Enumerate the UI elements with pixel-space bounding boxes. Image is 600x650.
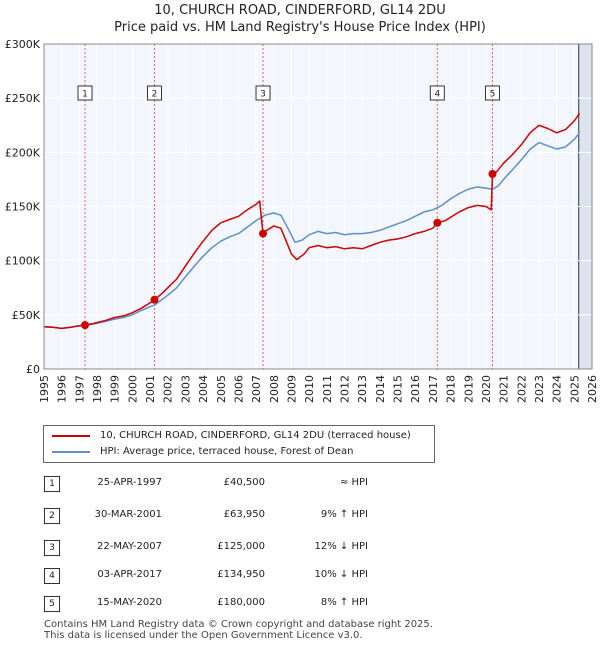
sale-date: 30-MAR-2001	[94, 509, 162, 520]
property-price-line	[43, 112, 581, 330]
x-tick-label: 2010	[303, 375, 316, 403]
x-tick-label: 2018	[445, 375, 458, 403]
y-tick-label: £200K	[5, 146, 41, 159]
x-tick-label: 2022	[515, 375, 528, 403]
hpi-line	[43, 132, 581, 330]
x-tick-label: 2008	[268, 375, 281, 403]
x-tick-label: 2012	[339, 375, 352, 403]
sale-row: 2 30-MAR-2001 £63,950 9% ↑ HPI	[0, 506, 600, 524]
y-tick-label: £0	[26, 363, 40, 376]
sale-number-badge: 4	[44, 568, 60, 584]
sale-row: 1 25-APR-1997 £40,500 ≈ HPI	[0, 474, 600, 492]
x-tick-label: 2000	[126, 375, 139, 403]
sale-price: £180,000	[217, 597, 265, 608]
y-tick-label: £100K	[5, 255, 41, 268]
y-tick-label: £150K	[5, 201, 41, 214]
sale-hpi-comparison: 9% ↑ HPI	[320, 509, 368, 520]
chart-title: 10, CHURCH ROAD, CINDERFORD, GL14 2DU	[154, 3, 446, 18]
sale-label-box	[77, 85, 93, 101]
footer-copyright: Contains HM Land Registry data © Crown c…	[44, 619, 433, 630]
sale-label-box	[255, 85, 271, 101]
x-tick-label: 2013	[356, 375, 369, 403]
sale-point	[81, 321, 90, 330]
sale-row: 3 22-MAY-2007 £125,000 12% ↓ HPI	[0, 538, 600, 556]
chart-legend: 10, CHURCH ROAD, CINDERFORD, GL14 2DU (t…	[43, 425, 435, 463]
sale-label-box	[484, 85, 500, 101]
legend-label-property: 10, CHURCH ROAD, CINDERFORD, GL14 2DU (t…	[100, 430, 411, 441]
sale-point	[488, 170, 497, 178]
x-tick-label: 2025	[568, 375, 581, 403]
x-tick-label: 2023	[533, 375, 546, 403]
sale-number-badge: 3	[44, 540, 60, 556]
x-tick-label: 1998	[91, 375, 104, 403]
footer-attribution: Contains HM Land Registry data © Crown c…	[44, 619, 433, 641]
y-tick-label: £300K	[5, 38, 41, 51]
sale-point	[259, 229, 268, 238]
sale-hpi-comparison: 10% ↓ HPI	[314, 569, 368, 580]
sale-hpi-comparison: 8% ↑ HPI	[320, 597, 368, 608]
x-tick-label: 2026	[586, 375, 599, 403]
sale-number-badge: 5	[44, 596, 60, 612]
sale-date: 15-MAY-2020	[96, 597, 162, 608]
chart-subtitle: Price paid vs. HM Land Registry's House …	[114, 20, 486, 35]
x-tick-label: 1996	[56, 375, 69, 403]
x-tick-label: 2011	[321, 375, 334, 403]
sale-number-badge: 2	[44, 508, 60, 524]
x-tick-label: 1999	[109, 375, 122, 403]
sale-date: 22-MAY-2007	[96, 541, 162, 552]
sale-price: £40,500	[223, 477, 265, 488]
sale-row: 5 15-MAY-2020 £180,000 8% ↑ HPI	[0, 594, 600, 612]
x-tick-label: 2005	[215, 375, 228, 403]
sale-hpi-comparison: ≈ HPI	[339, 477, 368, 488]
sale-number-badge: 1	[44, 476, 60, 492]
legend-swatch-hpi	[52, 451, 90, 453]
x-tick-label: 2006	[232, 375, 245, 403]
footer-licence: This data is licensed under the Open Gov…	[44, 630, 363, 641]
x-tick-label: 2019	[462, 375, 475, 403]
legend-item-property: 10, CHURCH ROAD, CINDERFORD, GL14 2DU (t…	[52, 429, 411, 443]
y-tick-label: £50K	[12, 309, 41, 322]
plot-border	[43, 43, 593, 370]
sale-label-box	[429, 85, 445, 101]
x-tick-label: 2014	[374, 375, 387, 403]
sale-point	[433, 218, 442, 227]
x-tick-label: 2009	[285, 375, 298, 403]
x-tick-label: 2020	[480, 375, 493, 403]
sale-price: £125,000	[217, 541, 265, 552]
x-tick-label: 2024	[551, 375, 564, 403]
x-tick-label: 2015	[392, 375, 405, 403]
x-tick-label: 2021	[498, 375, 511, 403]
x-tick-label: 2017	[427, 375, 440, 403]
x-tick-label: 2016	[409, 375, 422, 403]
sale-label-number: 4	[434, 90, 440, 100]
price-chart: £0 £50K £100K £150K £200K £250K £300K 1995 1996 1…	[5, 38, 599, 403]
x-tick-label: 2003	[179, 375, 192, 403]
sale-label-number: 2	[152, 90, 158, 100]
legend-swatch-property	[52, 435, 90, 437]
sale-row: 4 03-APR-2017 £134,950 10% ↓ HPI	[0, 566, 600, 584]
x-tick-label: 1995	[38, 375, 51, 403]
sale-label-number: 1	[82, 90, 88, 100]
sale-label-box	[146, 85, 162, 101]
x-tick-label: 2001	[144, 375, 157, 403]
sale-label-number: 3	[260, 90, 266, 100]
sale-price: £63,950	[223, 509, 265, 520]
x-tick-label: 2002	[162, 375, 175, 403]
legend-item-hpi: HPI: Average price, terraced house, Fore…	[52, 445, 353, 459]
legend-label-hpi: HPI: Average price, terraced house, Fore…	[100, 446, 354, 457]
sale-label-number: 5	[490, 90, 496, 100]
sale-hpi-comparison: 12% ↓ HPI	[314, 541, 368, 552]
sale-point	[150, 295, 159, 304]
x-tick-label: 2004	[197, 375, 210, 403]
sale-price: £134,950	[217, 569, 265, 580]
sale-date: 03-APR-2017	[97, 569, 162, 580]
x-tick-label: 2007	[250, 375, 263, 403]
y-tick-label: £250K	[5, 92, 41, 105]
x-tick-label: 1997	[73, 375, 86, 403]
sale-date: 25-APR-1997	[97, 477, 162, 488]
